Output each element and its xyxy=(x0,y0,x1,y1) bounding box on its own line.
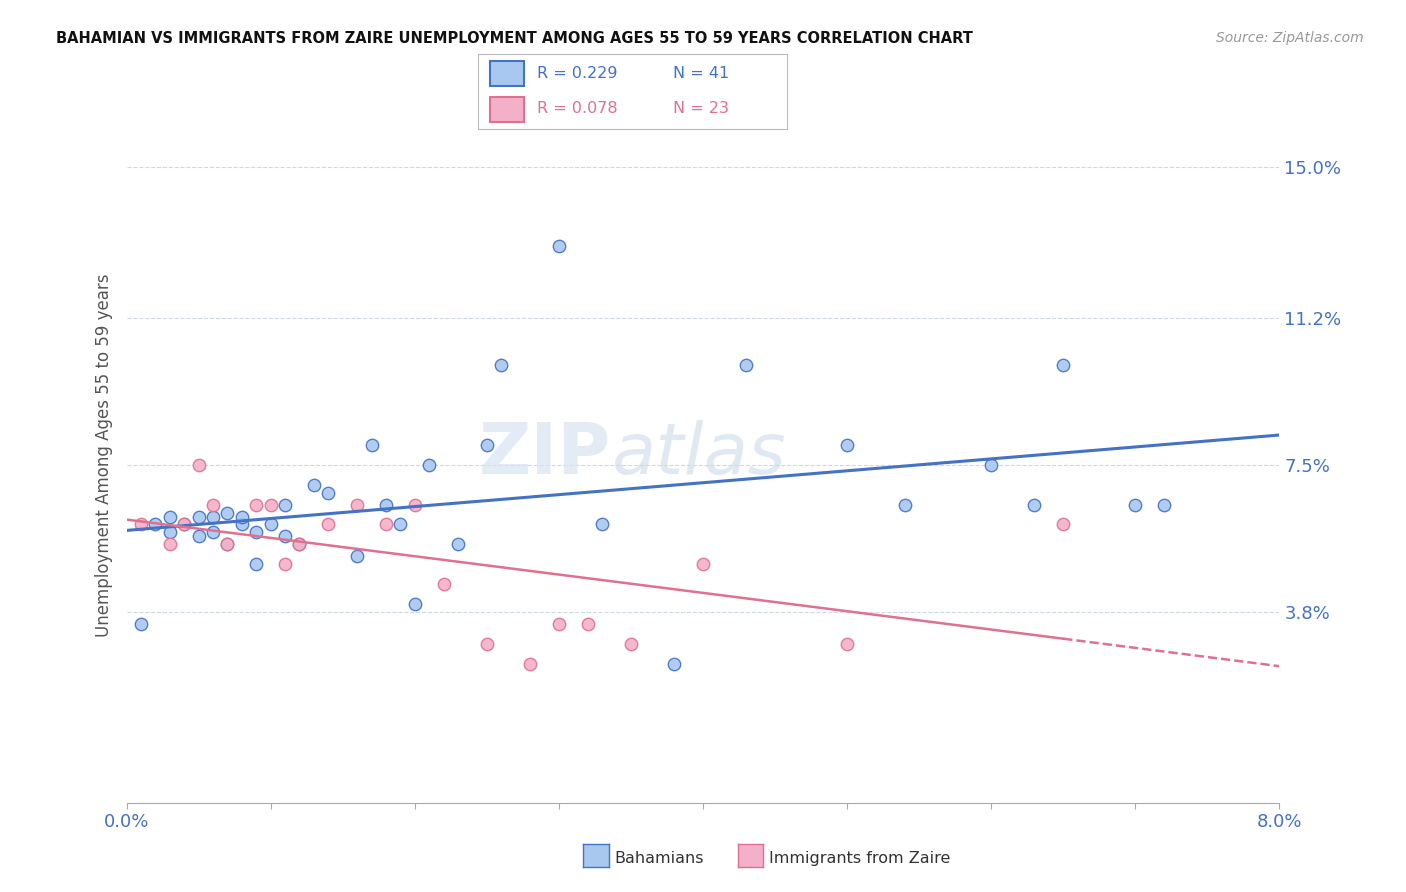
Text: R = 0.229: R = 0.229 xyxy=(537,67,617,81)
Point xyxy=(202,509,225,524)
Point xyxy=(475,438,498,452)
Point xyxy=(159,525,181,540)
Point xyxy=(1153,498,1175,512)
Point xyxy=(187,509,209,524)
FancyBboxPatch shape xyxy=(491,96,524,122)
Point xyxy=(1052,517,1074,532)
Point xyxy=(288,537,311,551)
Point xyxy=(404,498,426,512)
Point xyxy=(389,517,412,532)
Point xyxy=(274,529,297,543)
Point xyxy=(374,517,396,532)
Point xyxy=(129,517,152,532)
Point xyxy=(475,637,498,651)
Point xyxy=(245,558,267,572)
Point xyxy=(835,438,858,452)
Text: R = 0.078: R = 0.078 xyxy=(537,102,617,116)
Point xyxy=(1125,498,1147,512)
Point xyxy=(288,537,311,551)
Point xyxy=(217,537,239,551)
Text: BAHAMIAN VS IMMIGRANTS FROM ZAIRE UNEMPLOYMENT AMONG AGES 55 TO 59 YEARS CORRELA: BAHAMIAN VS IMMIGRANTS FROM ZAIRE UNEMPL… xyxy=(56,31,973,46)
Text: Bahamians: Bahamians xyxy=(614,851,704,865)
Point xyxy=(664,657,686,671)
Point xyxy=(447,537,470,551)
Point xyxy=(735,359,758,373)
Text: atlas: atlas xyxy=(610,420,786,490)
Point xyxy=(346,549,368,564)
FancyBboxPatch shape xyxy=(491,62,524,87)
Point xyxy=(316,485,339,500)
Point xyxy=(404,597,426,611)
Point xyxy=(980,458,1002,472)
Point xyxy=(835,637,858,651)
Point xyxy=(302,477,325,491)
Point xyxy=(159,509,181,524)
Point xyxy=(692,558,714,572)
Point xyxy=(145,517,166,532)
Text: N = 23: N = 23 xyxy=(673,102,728,116)
Point xyxy=(1052,359,1074,373)
Point xyxy=(173,517,195,532)
Point xyxy=(202,525,225,540)
Point xyxy=(245,498,267,512)
Point xyxy=(547,616,569,631)
Text: N = 41: N = 41 xyxy=(673,67,730,81)
Text: ZIP: ZIP xyxy=(478,420,610,490)
Point xyxy=(217,506,239,520)
Point xyxy=(418,458,440,472)
Point xyxy=(519,657,541,671)
Point xyxy=(159,537,181,551)
Point xyxy=(620,637,643,651)
Point xyxy=(173,517,195,532)
Point xyxy=(274,498,297,512)
Point xyxy=(259,498,281,512)
Point xyxy=(259,517,281,532)
Point xyxy=(360,438,382,452)
Point xyxy=(129,616,152,631)
Point xyxy=(489,359,512,373)
Point xyxy=(217,537,239,551)
Point xyxy=(187,529,209,543)
Point xyxy=(245,525,267,540)
Point xyxy=(202,498,225,512)
Point xyxy=(591,517,613,532)
Text: Source: ZipAtlas.com: Source: ZipAtlas.com xyxy=(1216,31,1364,45)
Point xyxy=(187,458,209,472)
Point xyxy=(547,239,569,253)
Point xyxy=(1024,498,1046,512)
Text: Immigrants from Zaire: Immigrants from Zaire xyxy=(769,851,950,865)
Point xyxy=(274,558,297,572)
Point xyxy=(894,498,917,512)
Point xyxy=(316,517,339,532)
Point xyxy=(433,577,456,591)
Point xyxy=(231,509,253,524)
Y-axis label: Unemployment Among Ages 55 to 59 years: Unemployment Among Ages 55 to 59 years xyxy=(94,273,112,637)
Point xyxy=(231,517,253,532)
Point xyxy=(374,498,396,512)
Point xyxy=(576,616,599,631)
Point xyxy=(346,498,368,512)
